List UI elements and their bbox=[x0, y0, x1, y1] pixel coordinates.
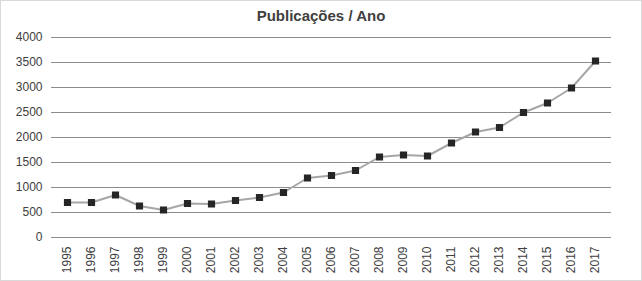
svg-text:2012: 2012 bbox=[468, 246, 482, 273]
svg-text:1995: 1995 bbox=[60, 246, 74, 273]
svg-text:2016: 2016 bbox=[564, 246, 578, 273]
svg-text:2008: 2008 bbox=[372, 246, 386, 273]
html-text:Publicações / Ano: Publicações / Ano bbox=[256, 7, 386, 24]
svg-text:1996: 1996 bbox=[84, 246, 98, 273]
svg-text:2500: 2500 bbox=[16, 105, 43, 119]
svg-text:2017: 2017 bbox=[588, 246, 602, 273]
svg-text:2000: 2000 bbox=[180, 246, 194, 273]
svg-text:3000: 3000 bbox=[16, 80, 43, 94]
svg-text:2014: 2014 bbox=[516, 246, 530, 273]
svg-text:1999: 1999 bbox=[156, 246, 170, 273]
svg-text:2007: 2007 bbox=[348, 246, 362, 273]
svg-text:1997: 1997 bbox=[108, 246, 122, 273]
svg-text:2004: 2004 bbox=[276, 246, 290, 273]
svg-text:2010: 2010 bbox=[420, 246, 434, 273]
svg-text:2011: 2011 bbox=[444, 246, 458, 272]
svg-text:2002: 2002 bbox=[228, 246, 242, 273]
svg-text:1500: 1500 bbox=[16, 155, 43, 169]
svg-text:2001: 2001 bbox=[204, 246, 218, 273]
svg-text:0: 0 bbox=[36, 230, 43, 244]
svg-text:2013: 2013 bbox=[492, 246, 506, 273]
svg-text:2006: 2006 bbox=[324, 246, 338, 273]
svg-text:2015: 2015 bbox=[540, 246, 554, 273]
svg-text:500: 500 bbox=[22, 205, 42, 219]
svg-text:2009: 2009 bbox=[396, 246, 410, 273]
svg-text:2000: 2000 bbox=[16, 130, 43, 144]
svg-text:4000: 4000 bbox=[16, 30, 43, 44]
svg-text:2003: 2003 bbox=[252, 246, 266, 273]
svg-text:2005: 2005 bbox=[300, 246, 314, 273]
svg-text:1000: 1000 bbox=[16, 180, 43, 194]
svg-text:3500: 3500 bbox=[16, 55, 43, 69]
svg-text:1998: 1998 bbox=[132, 246, 146, 273]
